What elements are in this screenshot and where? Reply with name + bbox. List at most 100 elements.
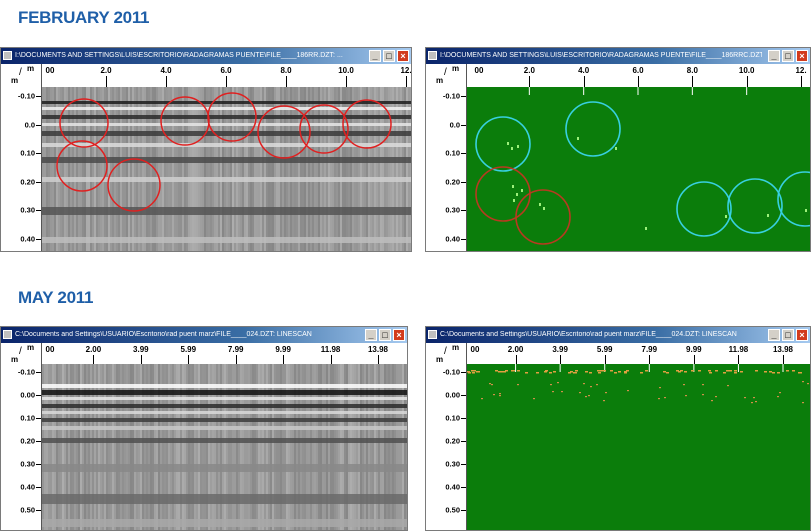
y-tick-mark <box>461 124 466 126</box>
title-bar[interactable]: C:\Documents and Settings\USUARIO\Escrit… <box>1 327 407 343</box>
y-unit-label: m <box>11 76 19 85</box>
maximize-button[interactable]: □ <box>379 329 391 341</box>
trace-column <box>98 364 100 530</box>
close-button[interactable]: × <box>796 50 808 62</box>
maximize-button[interactable]: □ <box>782 50 794 62</box>
reflection-speck <box>676 370 679 372</box>
trace-column <box>356 364 358 530</box>
trace-column <box>384 87 386 251</box>
reflection-band <box>42 438 407 443</box>
trace-column <box>380 364 382 530</box>
reflection-speck <box>536 372 539 374</box>
trace-column <box>144 87 146 251</box>
maximize-button[interactable]: □ <box>383 50 395 62</box>
axis-corner: m / m <box>1 64 42 87</box>
app-icon <box>3 51 12 60</box>
reflection-band <box>42 397 407 400</box>
minimize-button[interactable]: _ <box>365 329 377 341</box>
anomaly-circle <box>257 105 311 159</box>
trace-column <box>164 364 166 530</box>
y-axis: -0.10 0.00 0.10 0.20 0.30 0.40 0.50 0.60 <box>426 364 467 530</box>
reflection-speck <box>585 396 587 398</box>
anomaly-circle <box>207 92 257 142</box>
reflection-speck <box>583 383 585 385</box>
close-button[interactable]: × <box>397 50 409 62</box>
reflection-speck <box>473 370 476 372</box>
x-tick-mark <box>378 355 379 364</box>
x-tick-label: 8.0 <box>686 66 698 75</box>
trace-column <box>66 364 68 530</box>
reflection-band <box>42 464 407 472</box>
x-axis-ruler: m / m 00 2.0 4.0 6.0 8.0 10.0 12. <box>1 64 411 88</box>
trace-column <box>196 364 198 530</box>
reflection-band <box>42 426 407 430</box>
y-tick-mark <box>461 395 466 396</box>
y-tick-label: 0.30 <box>20 205 35 215</box>
reflection-speck <box>691 370 694 372</box>
x-tick-label: 00 <box>470 345 480 354</box>
y-tick-mark <box>36 510 41 511</box>
trace-column <box>162 87 164 251</box>
trace-column <box>176 87 178 251</box>
trace-column <box>370 364 372 530</box>
anomaly-circle <box>107 158 161 212</box>
trace-column <box>368 87 370 251</box>
trace-column <box>326 364 328 530</box>
trace-column <box>338 364 340 530</box>
close-button[interactable]: × <box>393 329 405 341</box>
title-bar[interactable]: I:\DOCUMENTS AND SETTINGS\LUIS\ESCRITORI… <box>1 48 411 64</box>
close-button[interactable]: × <box>796 329 808 341</box>
trace-column <box>336 364 338 530</box>
minimize-button[interactable]: _ <box>369 50 381 62</box>
x-tick-mark <box>406 76 407 87</box>
x-unit-label: m <box>452 343 460 352</box>
reflection-speck <box>603 400 605 402</box>
trace-column <box>232 87 234 251</box>
window-feb-linescan[interactable]: I:\DOCUMENTS AND SETTINGS\LUIS\ESCRITORI… <box>0 47 412 252</box>
trace-column <box>386 364 388 530</box>
trace-column <box>372 87 374 251</box>
trace-column <box>254 87 256 251</box>
reflection-speck <box>805 209 807 212</box>
window-may-linescan[interactable]: C:\Documents and Settings\USUARIO\Escrit… <box>0 326 408 531</box>
reflection-band <box>42 123 411 126</box>
x-tick-label: 3.99 <box>133 345 149 354</box>
reflection-speck <box>568 372 571 374</box>
reflection-speck <box>577 137 579 140</box>
trace-column <box>246 87 248 251</box>
trace-column <box>136 364 138 530</box>
y-tick-label: 0.60 <box>445 529 460 531</box>
minimize-button[interactable]: _ <box>768 329 780 341</box>
trace-column <box>208 364 210 530</box>
reflection-speck <box>467 371 470 373</box>
reflection-speck <box>708 370 711 372</box>
trace-column <box>268 87 270 251</box>
trace-column <box>66 87 68 251</box>
trace-column <box>134 364 136 530</box>
trace-column <box>312 364 314 530</box>
trace-column <box>370 87 372 251</box>
window-may-processed[interactable]: C:\Documents and Settings\USUARIO\Escrit… <box>425 326 811 531</box>
x-tick-label: 6.0 <box>220 66 232 75</box>
y-tick-label: 0.30 <box>20 459 35 469</box>
trace-column <box>118 87 120 251</box>
trace-column <box>44 87 46 251</box>
title-bar[interactable]: C:\Documents and Settings\USUARIO\Escrit… <box>426 327 810 343</box>
reflection-speck <box>627 390 629 392</box>
y-tick-mark <box>461 487 466 488</box>
trace-column <box>44 364 46 530</box>
maximize-button[interactable]: □ <box>782 329 794 341</box>
trace-column <box>108 87 110 251</box>
x-tick-label: 13.98 <box>772 345 794 354</box>
axis-corner: m / m <box>1 343 42 364</box>
trace-column <box>332 87 334 251</box>
minimize-button[interactable]: _ <box>768 50 780 62</box>
reflection-speck <box>725 215 727 218</box>
y-tick-mark <box>461 96 466 97</box>
window-feb-processed[interactable]: I:\DOCUMENTS AND SETTINGS\LUIS\ESCRITORI… <box>425 47 811 252</box>
title-bar[interactable]: I:\DOCUMENTS AND SETTINGS\LUIS\ESCRITORI… <box>426 48 810 64</box>
trace-column <box>98 87 100 251</box>
y-tick-label: -0.10 <box>442 91 460 101</box>
reflection-speck <box>618 371 621 373</box>
reflection-speck <box>553 371 556 373</box>
